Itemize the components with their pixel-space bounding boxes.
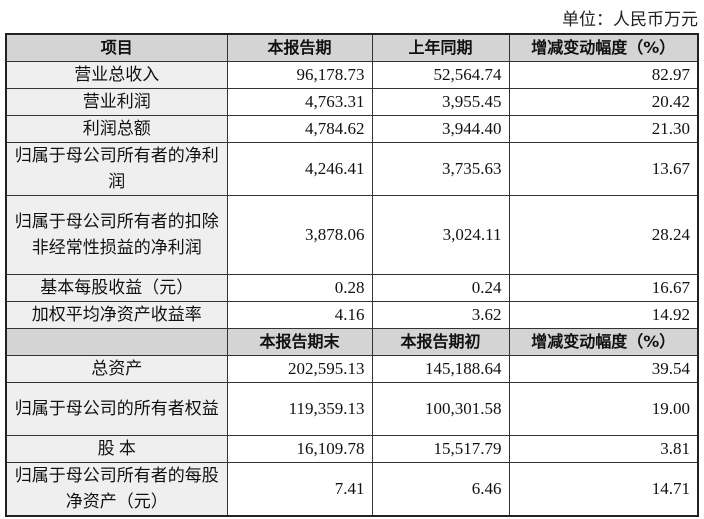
subheader-change: 增减变动幅度（%） xyxy=(508,328,699,356)
change-value: 28.24 xyxy=(508,195,699,275)
prior-value: 3,944.40 xyxy=(371,115,510,143)
prior-value: 3.62 xyxy=(371,301,510,329)
prior-value: 52,564.74 xyxy=(371,61,510,89)
table-row: 利润总额 4,784.62 3,944.40 21.30 xyxy=(5,115,699,143)
change-value: 21.30 xyxy=(508,115,699,143)
prior-value: 3,735.63 xyxy=(371,142,510,196)
table-header: 项目 本报告期 上年同期 增减变动幅度（%） xyxy=(5,33,699,62)
header-change: 增减变动幅度（%） xyxy=(508,33,699,62)
row-label: 加权平均净资产收益率 xyxy=(5,301,228,329)
header-prior: 上年同期 xyxy=(371,33,510,62)
table-row: 股 本 16,109.78 15,517.79 3.81 xyxy=(5,435,699,463)
table-row: 总资产 202,595.13 145,188.64 39.54 xyxy=(5,355,699,383)
change-value: 19.00 xyxy=(508,382,699,436)
header-current: 本报告期 xyxy=(226,33,373,62)
row-label: 归属于母公司所有者的扣除非经常性损益的净利润 xyxy=(5,195,228,275)
current-value: 0.28 xyxy=(226,274,373,302)
table-row: 归属于母公司所有者的扣除非经常性损益的净利润 3,878.06 3,024.11… xyxy=(5,195,699,275)
table-row: 营业利润 4,763.31 3,955.45 20.42 xyxy=(5,88,699,116)
change-value: 39.54 xyxy=(508,355,699,383)
current-value: 4.16 xyxy=(226,301,373,329)
unit-label: 单位：人民币万元 xyxy=(562,10,698,29)
current-value: 4,246.41 xyxy=(226,142,373,196)
table-row: 加权平均净资产收益率 4.16 3.62 14.92 xyxy=(5,301,699,329)
table-row: 归属于母公司所有者的净利润 4,246.41 3,735.63 13.67 xyxy=(5,142,699,196)
table-row: 基本每股收益（元） 0.28 0.24 16.67 xyxy=(5,274,699,302)
current-value: 96,178.73 xyxy=(226,61,373,89)
header-item: 项目 xyxy=(5,33,228,62)
prior-value: 145,188.64 xyxy=(371,355,510,383)
change-value: 14.71 xyxy=(508,462,699,517)
row-label: 基本每股收益（元） xyxy=(5,274,228,302)
change-value: 16.67 xyxy=(508,274,699,302)
prior-value: 3,955.45 xyxy=(371,88,510,116)
row-label: 总资产 xyxy=(5,355,228,383)
row-label: 利润总额 xyxy=(5,115,228,143)
current-value: 4,763.31 xyxy=(226,88,373,116)
table-row: 营业总收入 96,178.73 52,564.74 82.97 xyxy=(5,61,699,89)
change-value: 14.92 xyxy=(508,301,699,329)
current-value: 4,784.62 xyxy=(226,115,373,143)
table-row: 归属于母公司的所有者权益 119,359.13 100,301.58 19.00 xyxy=(5,382,699,436)
subheader-item xyxy=(5,328,228,356)
prior-value: 0.24 xyxy=(371,274,510,302)
financial-summary-table: 项目 本报告期 上年同期 增减变动幅度（%） 营业总收入 96,178.73 5… xyxy=(5,33,699,517)
current-value: 119,359.13 xyxy=(226,382,373,436)
subheader-period-end: 本报告期末 xyxy=(226,328,373,356)
table-row: 归属于母公司所有者的每股净资产（元） 7.41 6.46 14.71 xyxy=(5,462,699,517)
row-label: 归属于母公司所有者的每股净资产（元） xyxy=(5,462,228,517)
prior-value: 100,301.58 xyxy=(371,382,510,436)
change-value: 13.67 xyxy=(508,142,699,196)
change-value: 3.81 xyxy=(508,435,699,463)
row-label: 股 本 xyxy=(5,435,228,463)
table-subheader: 本报告期末 本报告期初 增减变动幅度（%） xyxy=(5,328,699,356)
subheader-period-start: 本报告期初 xyxy=(371,328,510,356)
prior-value: 6.46 xyxy=(371,462,510,517)
row-label: 营业总收入 xyxy=(5,61,228,89)
current-value: 3,878.06 xyxy=(226,195,373,275)
prior-value: 3,024.11 xyxy=(371,195,510,275)
change-value: 20.42 xyxy=(508,88,699,116)
row-label: 营业利润 xyxy=(5,88,228,116)
current-value: 16,109.78 xyxy=(226,435,373,463)
change-value: 82.97 xyxy=(508,61,699,89)
row-label: 归属于母公司的所有者权益 xyxy=(5,382,228,436)
prior-value: 15,517.79 xyxy=(371,435,510,463)
current-value: 202,595.13 xyxy=(226,355,373,383)
row-label: 归属于母公司所有者的净利润 xyxy=(5,142,228,196)
current-value: 7.41 xyxy=(226,462,373,517)
